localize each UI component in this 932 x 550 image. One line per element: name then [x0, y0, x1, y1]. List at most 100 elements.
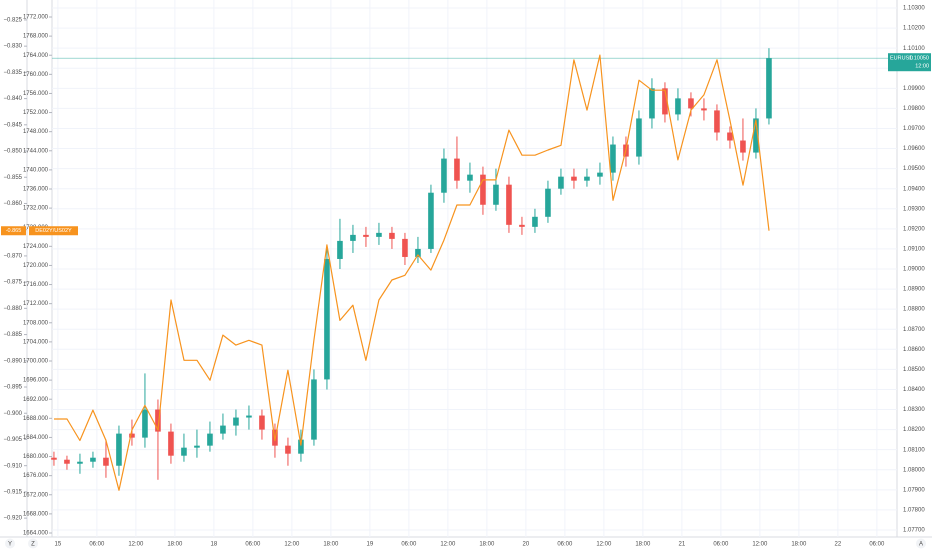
y-tick-label: 1.09500: [903, 166, 925, 172]
y3-tick-label: 1772.000: [23, 15, 49, 21]
series-name: EURUSD: [890, 56, 913, 62]
candle-body: [363, 234, 369, 237]
y3-tick-label: 1672.000: [23, 492, 49, 498]
candle-body: [766, 58, 772, 119]
candle-body: [480, 174, 486, 205]
candle-body: [662, 88, 668, 115]
line-series: [54, 54, 770, 491]
x-tick-label: 18: [211, 542, 218, 548]
candle-body: [337, 240, 343, 259]
axis-button[interactable]: [916, 538, 926, 549]
x-tick-label: 12:00: [440, 542, 456, 548]
axis-button-label[interactable]: Z: [31, 542, 35, 548]
candle-body: [259, 415, 265, 430]
y-tick-label: 1.07800: [903, 507, 925, 513]
y-tick-label: 1.10200: [903, 26, 925, 32]
x-tick-label: 20: [523, 542, 530, 548]
y2-tick-label: −0.920: [3, 516, 22, 522]
y3-tick-label: 1664.000: [23, 531, 49, 537]
y3-tick-label: 1716.000: [23, 282, 49, 288]
y3-tick-label: 1724.000: [23, 244, 49, 250]
y2-tick-label: −0.890: [3, 358, 22, 364]
x-tick-label: 18:00: [167, 542, 183, 548]
x-tick-label: 12:00: [284, 542, 300, 548]
y-tick-label: 1.10300: [903, 6, 925, 12]
y2-tick-label: −0.870: [3, 253, 22, 259]
y2-tick-label: −0.910: [3, 463, 22, 469]
candle-body: [701, 108, 707, 111]
y-tick-label: 1.09200: [903, 226, 925, 232]
candle-body: [181, 447, 187, 456]
candle-body: [571, 176, 577, 181]
x-tick-label: 18:00: [479, 542, 495, 548]
y2-tick-label: −0.905: [3, 437, 22, 443]
candle-body: [558, 176, 564, 189]
axis-button[interactable]: [5, 538, 15, 549]
candle-body: [155, 409, 161, 432]
y-tick-label: 1.08400: [903, 387, 925, 393]
candle-body: [597, 172, 603, 177]
candle-body: [506, 184, 512, 225]
y-tick-label: 1.09800: [903, 106, 925, 112]
axis-button-label[interactable]: Y: [8, 542, 12, 548]
y-tick-label: 1.08200: [903, 427, 925, 433]
candle-body: [389, 232, 395, 239]
candle-body: [246, 415, 252, 418]
x-tick-label: 18:00: [323, 542, 339, 548]
y-tick-label: 1.09100: [903, 247, 925, 253]
y-tick-label: 1.09000: [903, 267, 925, 273]
x-tick-label: 06:00: [245, 542, 261, 548]
x-tick-label: 18:00: [635, 542, 651, 548]
candle-body: [129, 433, 135, 438]
y3-tick-label: 1696.000: [23, 378, 49, 384]
candle-body: [220, 425, 226, 434]
y3-tick-label: 1740.000: [23, 167, 49, 173]
y3-tick-label: 1768.000: [23, 34, 49, 40]
x-tick-label: 12:00: [596, 542, 612, 548]
axis-button-label[interactable]: A: [919, 542, 923, 548]
series-name-box: [29, 226, 78, 236]
y3-tick-label: 1692.000: [23, 397, 49, 403]
candle-body: [194, 445, 200, 448]
x-tick-label: 06:00: [557, 542, 573, 548]
y3-tick-label: 1676.000: [23, 473, 49, 479]
candle-body: [441, 158, 447, 193]
y3-tick-label: 1748.000: [23, 129, 49, 135]
price-label-box: [888, 53, 931, 72]
x-tick-label: 06:00: [401, 542, 417, 548]
candle-body: [675, 98, 681, 115]
candle-body: [311, 379, 317, 440]
y2-tick-label: −0.850: [3, 149, 22, 155]
y-tick-label: 1.09700: [903, 126, 925, 132]
candle-body: [402, 238, 408, 257]
y3-tick-label: 1756.000: [23, 91, 49, 97]
y-tick-label: 1.08500: [903, 367, 925, 373]
axis-button[interactable]: [28, 538, 38, 549]
bar-time-label: 12:00: [915, 64, 929, 70]
x-tick-label: 06:00: [869, 542, 885, 548]
y-tick-label: 1.09300: [903, 206, 925, 212]
candle-body: [584, 176, 590, 181]
y2-tick-label: −0.845: [3, 122, 22, 128]
y3-tick-label: 1744.000: [23, 148, 49, 154]
y2-tick-label: −0.830: [3, 44, 22, 50]
y3-tick-label: 1764.000: [23, 53, 49, 59]
candle-body: [168, 431, 174, 456]
candle-body: [415, 248, 421, 257]
candle-body: [545, 188, 551, 217]
y2-tick-label: −0.885: [3, 332, 22, 338]
candle-body: [103, 457, 109, 466]
candle-body: [233, 417, 239, 426]
y2-tick-label: −0.835: [3, 70, 22, 76]
x-tick-label: 12:00: [752, 542, 768, 548]
y3-tick-label: 1688.000: [23, 416, 49, 422]
x-tick-label: 15: [55, 542, 62, 548]
y-tick-label: 1.07700: [903, 528, 925, 534]
y-tick-label: 1.07900: [903, 487, 925, 493]
candle-body: [649, 88, 655, 119]
candle-body: [467, 174, 473, 181]
candle-body: [727, 132, 733, 141]
candle-body: [519, 224, 525, 227]
candle-body: [454, 158, 460, 181]
candle-body: [688, 98, 694, 109]
